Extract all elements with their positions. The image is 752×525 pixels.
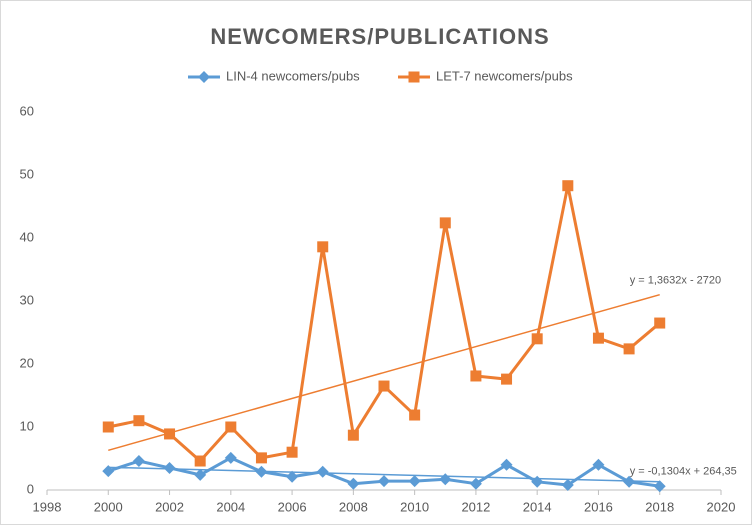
marker <box>347 477 360 490</box>
marker <box>102 465 115 478</box>
x-tick-label: 2006 <box>278 499 307 514</box>
marker <box>409 409 421 421</box>
marker <box>654 317 666 329</box>
marker <box>500 458 513 471</box>
x-tick-label: 2002 <box>155 499 184 514</box>
marker <box>347 429 359 441</box>
x-tick-label: 2004 <box>216 499 245 514</box>
trendline <box>108 293 660 452</box>
marker <box>286 470 299 483</box>
chart-title: NEWCOMERS/PUBLICATIONS <box>210 24 549 49</box>
marker <box>408 475 421 488</box>
trendline-equation: y = 1,3632x - 2720 <box>630 275 721 287</box>
marker <box>132 455 145 468</box>
marker <box>255 452 267 464</box>
x-tick-label: 2016 <box>584 499 613 514</box>
marker <box>408 71 420 83</box>
marker <box>439 473 452 486</box>
marker <box>531 475 544 488</box>
x-tick-label: 2000 <box>94 499 123 514</box>
x-tick-label: 2008 <box>339 499 368 514</box>
x-tick-label: 2014 <box>523 499 552 514</box>
marker <box>561 478 574 491</box>
marker <box>378 475 390 488</box>
marker <box>194 455 206 467</box>
legend-label: LIN-4 newcomers/pubs <box>226 68 360 83</box>
marker <box>378 380 390 392</box>
marker <box>163 461 176 474</box>
marker <box>653 480 666 493</box>
x-tick-label: 2018 <box>645 499 674 514</box>
marker <box>198 71 210 83</box>
marker <box>439 217 451 229</box>
marker <box>102 421 114 433</box>
marker <box>623 343 635 355</box>
x-tick-label: 2012 <box>461 499 490 514</box>
marker <box>133 415 145 427</box>
legend-label: LET-7 newcomers/pubs <box>436 68 573 83</box>
marker <box>255 465 268 478</box>
y-tick-label: 50 <box>20 166 34 181</box>
marker <box>224 451 237 464</box>
marker <box>317 241 329 253</box>
x-tick-label: 2010 <box>400 499 429 514</box>
marker <box>592 458 605 471</box>
marker <box>531 333 543 345</box>
marker <box>286 446 298 458</box>
x-tick-label: 2020 <box>707 499 736 514</box>
y-tick-label: 10 <box>20 418 34 433</box>
marker <box>316 465 329 478</box>
marker <box>164 428 176 440</box>
y-tick-label: 30 <box>20 292 34 307</box>
y-tick-label: 40 <box>20 229 34 244</box>
marker <box>592 332 604 344</box>
marker <box>469 477 482 490</box>
marker <box>470 370 482 382</box>
marker <box>225 421 237 433</box>
trendline-equation: y = -0,1304x + 264,35 <box>630 466 737 478</box>
marker <box>562 180 574 192</box>
marker <box>623 475 636 488</box>
x-tick-label: 1998 <box>33 499 62 514</box>
y-tick-label: 20 <box>20 355 34 370</box>
y-tick-label: 60 <box>20 103 34 118</box>
marker <box>501 373 513 385</box>
y-tick-label: 0 <box>27 481 34 496</box>
marker <box>194 468 207 481</box>
